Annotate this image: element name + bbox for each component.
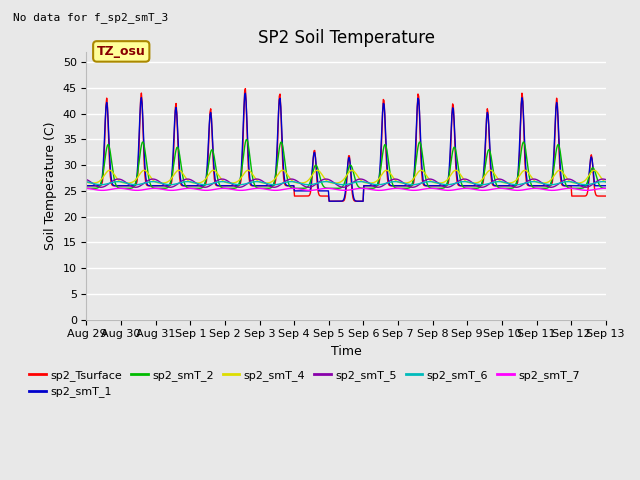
sp2_smT_5 — [227, 180, 234, 186]
sp2_Tsurface — [198, 183, 206, 189]
Text: No data for f_sp2_smT_3: No data for f_sp2_smT_3 — [13, 12, 168, 23]
sp2_smT_6 — [97, 182, 105, 188]
X-axis label: Time: Time — [331, 345, 362, 358]
sp2_smT_6 — [199, 182, 207, 188]
sp2_smT_4 — [227, 180, 234, 186]
sp2_smT_2 — [92, 185, 100, 191]
Line: sp2_smT_7: sp2_smT_7 — [86, 188, 605, 191]
sp2_Tsurface — [325, 198, 333, 204]
sp2_smT_5 — [199, 184, 207, 190]
sp2_smT_1 — [145, 183, 153, 189]
sp2_smT_4 — [602, 179, 609, 185]
sp2_smT_1 — [426, 183, 433, 189]
Line: sp2_smT_6: sp2_smT_6 — [86, 181, 605, 185]
sp2_smT_2 — [425, 184, 433, 190]
sp2_smT_4 — [83, 179, 90, 185]
sp2_smT_5 — [83, 177, 90, 182]
sp2_smT_6 — [227, 180, 234, 186]
sp2_smT_5 — [92, 183, 100, 189]
sp2_smT_5 — [97, 184, 105, 190]
sp2_smT_6 — [83, 179, 90, 185]
sp2_Tsurface — [426, 183, 433, 189]
sp2_smT_1 — [92, 183, 100, 189]
Line: sp2_smT_2: sp2_smT_2 — [86, 140, 605, 188]
sp2_smT_7 — [410, 188, 417, 193]
sp2_smT_2 — [198, 185, 206, 191]
sp2_Tsurface — [602, 193, 609, 199]
Line: sp2_smT_1: sp2_smT_1 — [86, 93, 605, 201]
Legend: sp2_Tsurface, sp2_smT_1, sp2_smT_2, sp2_smT_4, sp2_smT_5, sp2_smT_6, sp2_smT_7: sp2_Tsurface, sp2_smT_1, sp2_smT_2, sp2_… — [25, 365, 584, 402]
sp2_smT_7 — [146, 186, 154, 192]
sp2_smT_2 — [572, 185, 579, 191]
sp2_smT_6 — [425, 179, 433, 184]
sp2_smT_7 — [602, 185, 609, 191]
sp2_smT_4 — [146, 173, 154, 179]
Title: SP2 Soil Temperature: SP2 Soil Temperature — [258, 29, 435, 48]
sp2_smT_2 — [243, 137, 251, 143]
sp2_smT_1 — [602, 183, 609, 189]
sp2_smT_4 — [425, 176, 433, 182]
sp2_smT_5 — [599, 176, 607, 182]
sp2_smT_4 — [410, 176, 417, 181]
sp2_Tsurface — [145, 183, 153, 189]
sp2_smT_5 — [146, 177, 154, 182]
sp2_smT_4 — [88, 180, 96, 186]
sp2_smT_6 — [146, 179, 154, 185]
Y-axis label: Soil Temperature (C): Soil Temperature (C) — [44, 121, 57, 250]
sp2_smT_2 — [145, 178, 153, 183]
sp2_smT_5 — [410, 184, 417, 190]
sp2_smT_4 — [93, 180, 100, 185]
sp2_smT_1 — [328, 198, 336, 204]
sp2_smT_1 — [198, 183, 206, 189]
sp2_smT_5 — [602, 177, 609, 182]
Line: sp2_Tsurface: sp2_Tsurface — [86, 89, 605, 201]
sp2_smT_6 — [599, 179, 607, 184]
sp2_smT_7 — [99, 188, 106, 193]
sp2_smT_6 — [92, 181, 100, 187]
sp2_smT_2 — [410, 175, 417, 181]
sp2_smT_2 — [83, 185, 90, 191]
sp2_smT_6 — [602, 179, 609, 185]
sp2_smT_1 — [226, 183, 234, 189]
Line: sp2_smT_4: sp2_smT_4 — [86, 170, 605, 183]
sp2_smT_7 — [425, 186, 433, 192]
sp2_smT_7 — [199, 187, 207, 193]
sp2_Tsurface — [410, 175, 418, 181]
sp2_smT_1 — [241, 90, 249, 96]
sp2_smT_1 — [83, 183, 90, 189]
sp2_Tsurface — [241, 86, 249, 92]
sp2_smT_6 — [410, 182, 417, 188]
sp2_smT_7 — [92, 187, 100, 192]
sp2_smT_7 — [83, 185, 90, 191]
sp2_smT_4 — [199, 179, 207, 184]
Text: TZ_osu: TZ_osu — [97, 45, 146, 58]
sp2_smT_7 — [227, 186, 234, 192]
sp2_Tsurface — [226, 183, 234, 189]
sp2_smT_1 — [410, 168, 418, 173]
sp2_smT_2 — [226, 185, 234, 191]
sp2_smT_7 — [600, 185, 608, 191]
sp2_smT_2 — [602, 185, 609, 191]
sp2_Tsurface — [83, 183, 90, 189]
sp2_smT_5 — [425, 176, 433, 182]
sp2_smT_4 — [590, 168, 598, 173]
Line: sp2_smT_5: sp2_smT_5 — [86, 179, 605, 187]
sp2_Tsurface — [92, 183, 100, 189]
